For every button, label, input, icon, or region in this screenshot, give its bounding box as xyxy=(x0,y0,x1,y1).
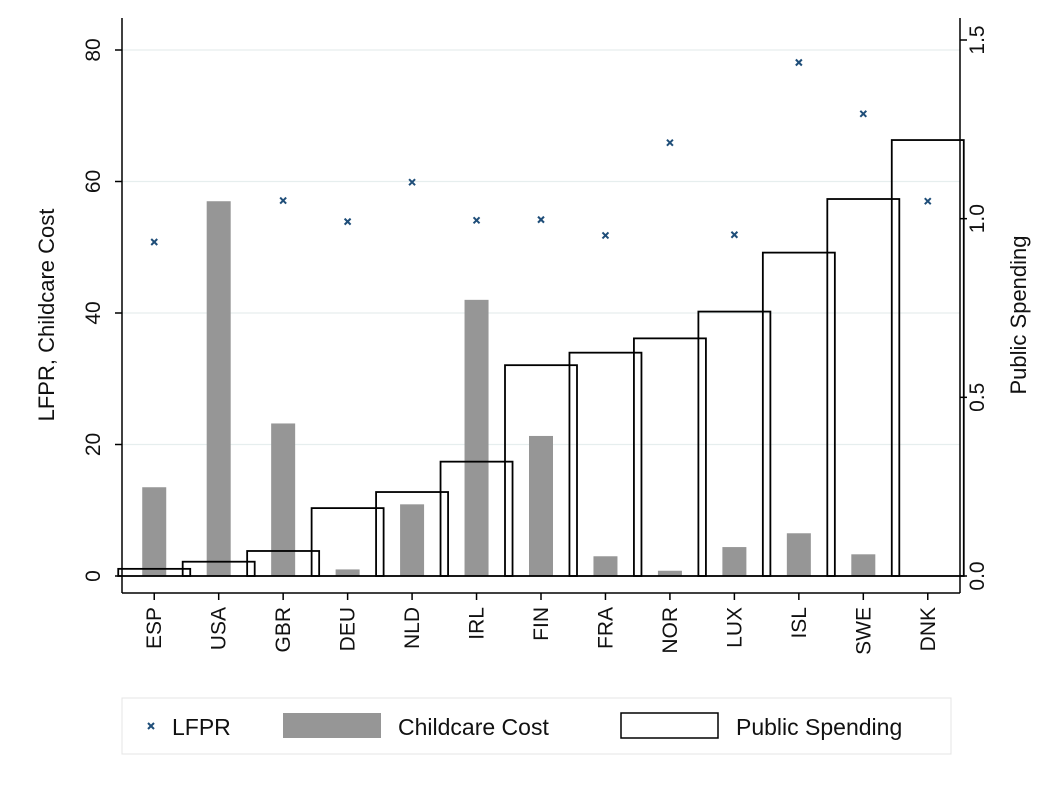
point-lfpr xyxy=(408,178,416,186)
y-axis-title: LFPR, Childcare Cost xyxy=(34,209,59,422)
legend-label-lfpr: LFPR xyxy=(172,714,231,740)
point-lfpr xyxy=(150,238,158,246)
point-lfpr xyxy=(279,196,287,205)
bar-childcare-cost xyxy=(529,435,553,576)
x-tick-label: ESP xyxy=(143,607,166,649)
bar-childcare-cost xyxy=(593,556,618,576)
y-tick-label: 0 xyxy=(82,570,105,582)
legend-label-childcare-cost: Childcare Cost xyxy=(398,714,549,740)
legend-swatch-public-spending xyxy=(620,712,719,739)
x-tick-label: IRL xyxy=(466,607,489,640)
point-lfpr xyxy=(472,216,481,224)
bar-public-spending xyxy=(310,507,385,577)
x-tick-label: FRA xyxy=(594,607,617,649)
bar-childcare-cost xyxy=(142,487,167,576)
bar-public-spending xyxy=(117,567,192,577)
y2-tick-label: 0.5 xyxy=(966,383,989,412)
bar-public-spending xyxy=(826,198,901,577)
y-tick-label: 60 xyxy=(82,170,105,193)
bar-public-spending xyxy=(375,491,449,577)
bar-childcare-cost xyxy=(657,570,682,576)
bar-public-spending xyxy=(633,337,707,577)
legend-marker-lfpr-x xyxy=(147,722,155,730)
y2-tick-label: 1.0 xyxy=(966,204,989,233)
point-stroke xyxy=(279,196,287,205)
legend-box xyxy=(121,697,952,755)
y2-tick-label: 1.5 xyxy=(966,25,989,54)
point-stroke xyxy=(795,58,803,67)
bar-childcare-cost xyxy=(722,547,747,576)
bar-childcare-cost xyxy=(335,569,360,576)
x-tick-label: DNK xyxy=(917,607,940,651)
lfpr-points xyxy=(150,58,932,246)
point-lfpr xyxy=(666,139,674,147)
point-stroke xyxy=(924,197,932,205)
point-stroke xyxy=(537,215,545,224)
legend-swatch-childcare-cost xyxy=(283,713,381,738)
x-tick-label: FIN xyxy=(530,607,553,641)
point-stroke xyxy=(601,231,610,240)
bar-childcare-cost xyxy=(400,504,425,576)
point-stroke xyxy=(859,110,868,118)
point-lfpr xyxy=(924,197,932,205)
x-tick-label: SWE xyxy=(852,607,875,655)
point-lfpr xyxy=(537,215,545,224)
axes: 0 20 40 60 80 0.0 0.5 1.0 1.5 ESP USA GBR DEU NLD IRL F… xyxy=(82,18,989,655)
point-stroke xyxy=(472,216,481,224)
y-tick-label: 20 xyxy=(82,433,105,456)
point-lfpr xyxy=(730,231,739,239)
point-stroke xyxy=(343,217,352,226)
bar-public-spending xyxy=(761,251,836,577)
x-tick-label: DEU xyxy=(337,607,360,651)
y2-tick-label: 0.0 xyxy=(966,561,989,590)
bar-public-spending xyxy=(181,560,256,577)
bar-childcare-cost xyxy=(786,533,811,576)
legend-label-public-spending: Public Spending xyxy=(736,714,902,740)
bar-public-spending xyxy=(246,550,321,577)
bar-public-spending xyxy=(568,351,643,577)
point-lfpr xyxy=(795,58,803,67)
x-tick-label: GBR xyxy=(272,607,295,653)
bar-public-spending xyxy=(504,364,578,577)
bar-childcare-cost xyxy=(464,299,489,576)
x-tick-label: ISL xyxy=(788,607,811,639)
bar-childcare-cost xyxy=(851,554,876,576)
x-tick-label: NLD xyxy=(401,607,424,649)
y-tick-label: 80 xyxy=(82,38,105,61)
bar-public-spending xyxy=(697,310,772,577)
legend-marker-lfpr xyxy=(147,722,155,730)
point-lfpr xyxy=(601,231,610,240)
point-stroke xyxy=(730,231,739,239)
point-lfpr xyxy=(343,217,352,226)
point-stroke xyxy=(147,722,155,730)
bar-childcare-cost xyxy=(206,201,231,576)
point-stroke xyxy=(666,139,674,147)
point-stroke xyxy=(150,238,158,246)
bars xyxy=(117,139,965,577)
x-tick-label: NOR xyxy=(659,607,682,654)
x-tick-label: LUX xyxy=(723,607,746,648)
bar-childcare-cost xyxy=(271,423,296,576)
point-stroke xyxy=(408,178,416,186)
bar-public-spending xyxy=(890,139,965,577)
bar-public-spending xyxy=(439,460,514,577)
y-tick-label: 40 xyxy=(82,301,105,324)
point-lfpr xyxy=(859,110,868,118)
x-tick-label: USA xyxy=(208,607,231,650)
y2-axis-title: Public Spending xyxy=(1006,235,1031,394)
legend: LFPR Childcare Cost Public Spending xyxy=(121,697,952,755)
